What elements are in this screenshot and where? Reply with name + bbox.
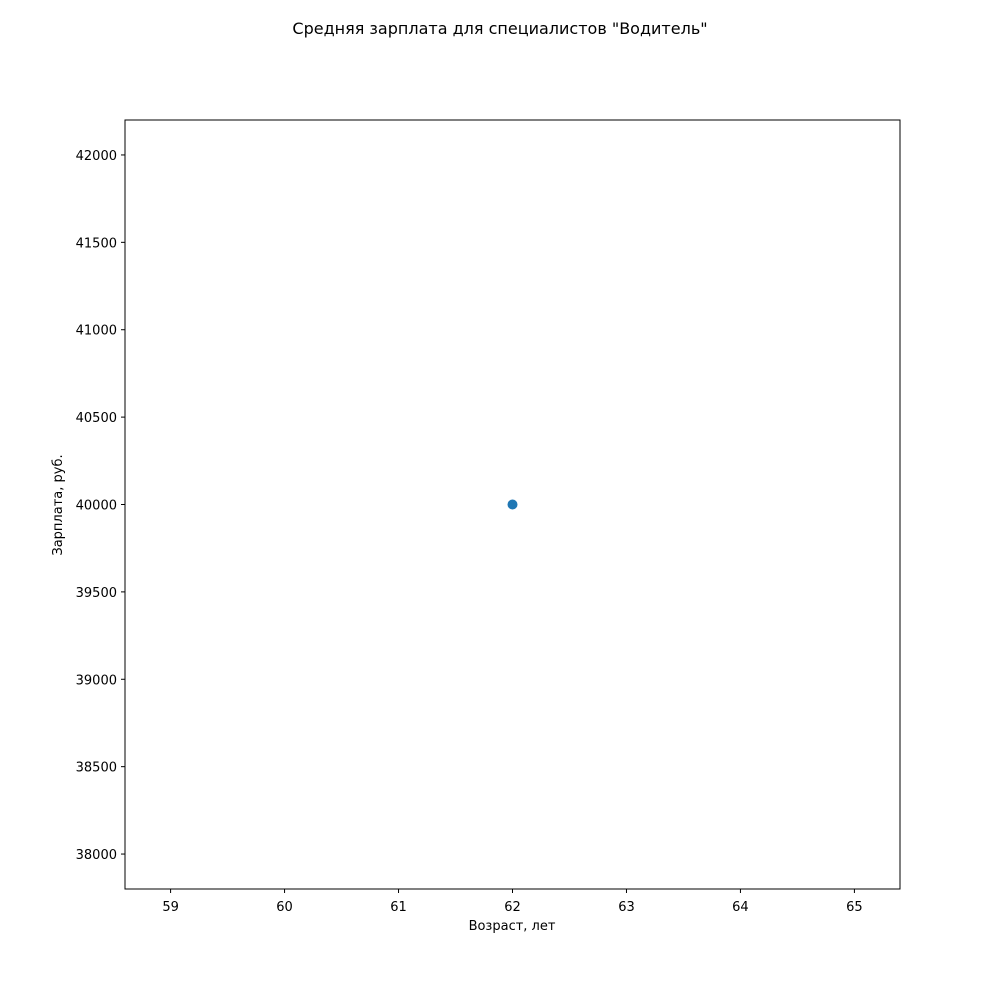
plot-area-frame — [124, 119, 901, 890]
y-tick-label: 39500 — [76, 586, 117, 601]
y-tick-label: 39000 — [76, 673, 117, 688]
x-tick-label: 64 — [732, 900, 749, 915]
chart-title: Средняя зарплата для специалистов "Водит… — [292, 19, 707, 38]
y-tick-label: 38500 — [76, 761, 117, 776]
y-tick-label: 38000 — [76, 848, 117, 863]
x-tick-label: 61 — [390, 900, 407, 915]
x-tick-label: 62 — [504, 900, 521, 915]
x-tick-label: 59 — [162, 900, 179, 915]
y-axis-ticks: 38000 38500 39000 39500 40000 40500 41000 41500… — [76, 149, 125, 863]
y-tick-label: 41500 — [76, 236, 117, 251]
x-axis-label: Возраст, лет — [469, 919, 556, 934]
x-tick-label: 60 — [276, 900, 293, 915]
x-tick-label: 65 — [846, 900, 863, 915]
data-points — [507, 499, 518, 510]
data-point — [507, 499, 518, 510]
x-tick-label: 63 — [618, 900, 635, 915]
y-tick-label: 42000 — [76, 149, 117, 164]
y-tick-label: 40000 — [76, 499, 117, 514]
y-axis-label: Зарплата, руб. — [51, 454, 66, 555]
y-tick-label: 40500 — [76, 411, 117, 426]
x-axis-ticks: 59 60 61 62 63 64 65 — [162, 889, 863, 915]
y-tick-label: 41000 — [76, 324, 117, 339]
